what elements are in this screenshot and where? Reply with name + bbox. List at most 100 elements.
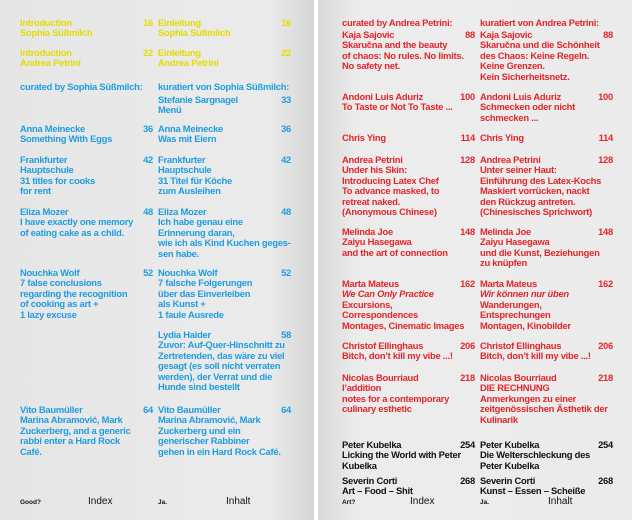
entry-line: Christof Ellinghaus (342, 340, 424, 351)
entry-line: culinary esthetic (342, 403, 412, 415)
entry-line: Skaručna und die Schönheit (480, 39, 600, 51)
entry-line: sen habe. (158, 247, 199, 259)
page-number: 268 (460, 475, 475, 486)
entry-line: Zuckerberg und ein (158, 424, 241, 436)
footer-label: Inhalt (226, 496, 251, 507)
page-number: 64 (281, 404, 291, 415)
entry-line: Anna Meinecke (20, 123, 86, 134)
entry-line: Wir können nur üben (480, 288, 569, 300)
entry-line: zeitgenössischen Ästhetik der (480, 403, 608, 415)
entry-line: Andoni Luis Aduriz (480, 91, 562, 102)
entry-line: rabbi enter a Hard Rock (20, 435, 121, 447)
entry-line: Zertretenden, das wäre zu viel (158, 349, 285, 361)
toc-entry: Chris Ying 114 (480, 132, 613, 143)
page-number: 218 (460, 372, 475, 383)
entry-line: 7 false conclusions (20, 277, 102, 289)
entry-line: Kubelka (342, 459, 377, 471)
entry-line: regarding the recognition (20, 287, 128, 299)
entry-line: Anmerkungen zu einer (480, 392, 577, 404)
footer-label: Inhalt (548, 496, 573, 507)
toc-entry: Andrea Petrini Unter seiner Haut: Einführu… (480, 154, 613, 217)
entry-line: l’addition (342, 382, 382, 394)
page-number: 268 (598, 475, 613, 486)
entry-line: werden), der Verrat und die (158, 370, 273, 382)
entry-line: Marina Abramović, Mark (20, 414, 123, 426)
page-number: 128 (598, 154, 613, 165)
toc-entry: Marta Mateus Wir können nur üben Wanderung… (480, 278, 613, 331)
toc-entry: Eliza Mozer I have exactly one memory of e… (20, 206, 153, 238)
page-number: 48 (143, 206, 153, 217)
entry-line: und die Kunst, Beziehungen (480, 246, 600, 258)
entry-line: Einleitung (158, 47, 201, 58)
toc-entry: Introduction Sophia Süßmilch 16 (20, 17, 153, 39)
toc-entry: Christof Ellinghaus Bitch, don’t kill my … (342, 340, 475, 362)
footer-note: Ja. (158, 499, 168, 506)
entry-line: Frankfurter (20, 154, 68, 165)
toc-entry: Chris Ying 114 (342, 132, 476, 143)
entry-line: Marta Mateus (342, 278, 399, 289)
page-number: 254 (598, 439, 613, 450)
entry-line: Kulinarik (480, 413, 518, 425)
toc-entry: Anna Meinecke Was mit Eiern 36 (158, 123, 291, 145)
entry-line: of chaos: No rules. No limits. (342, 49, 464, 61)
entry-line: 31 Titel für Köche (158, 174, 232, 186)
toc-entry: Lydia Haider Zuvor: Auf-Quer-Hinschnitt z… (158, 329, 291, 393)
page-number: 218 (598, 372, 613, 383)
entry-line: 1 faule Ausrede (158, 308, 224, 320)
entry-line: Introducing Latex Chef (342, 174, 439, 186)
toc-entry: Melinda Joe Zaiyu Hasegawa und die Kunst, … (480, 226, 613, 269)
toc-entry: curated by Andrea Petrini: (342, 17, 475, 28)
page-number: 100 (598, 91, 613, 102)
entry-line: Entsprechungen (480, 309, 551, 321)
entry-line: Excursions, (342, 298, 393, 310)
entry-line: schmecken ... (480, 111, 539, 123)
entry-line: Chris Ying (342, 132, 386, 143)
entry-line: curated by Andrea Petrini: (342, 17, 453, 28)
entry-line: No safety net. (342, 60, 400, 72)
entry-line: generischer Rabbiner (158, 435, 250, 447)
toc-entry: Severin Corti Art – Food – Shit 268 (342, 475, 475, 497)
page-number: 88 (465, 29, 475, 40)
entry-line: Wanderungen, (480, 298, 542, 310)
toc-entry: Frankfurter Hauptschule 31 Titel für Köche… (158, 154, 291, 197)
entry-line: Hunde sind bestellt (158, 381, 240, 393)
page-number: 114 (460, 132, 476, 143)
entry-line: Unter seiner Haut: (480, 164, 557, 176)
entry-line: and the art of connection (342, 246, 448, 258)
toc-entry: Christof Ellinghaus Bitch, don’t kill my … (480, 340, 613, 362)
toc-entry: Vito Baumüller Marina Abramović, Mark Zuck… (158, 404, 291, 457)
entry-line: Kaja Sajovic (342, 29, 395, 40)
entry-line: Bitch, don’t kill my vibe ...! (480, 350, 591, 362)
entry-line: Something With Eggs (20, 133, 113, 145)
entry-line: Frankfurter (158, 154, 206, 165)
toc-entry: Stefanie Sargnagel Menü 33 (158, 94, 291, 116)
entry-line: Skaručna and the beauty (342, 39, 448, 51)
entry-line: Peter Kubelka (480, 459, 540, 471)
page-number: 254 (460, 439, 475, 450)
toc-entry: Andoni Luis Aduriz To Taste or Not To Tas… (342, 91, 475, 113)
entry-line: Art – Food – Shit (342, 485, 413, 497)
entry-line: Menü (158, 104, 182, 116)
entry-line: Peter Kubelka (480, 439, 540, 450)
entry-line: Die Welterschleckung des (480, 449, 591, 461)
entry-line: gehen in ein Hard Rock Café. (158, 445, 281, 457)
entry-line: Stefanie Sargnagel (158, 94, 238, 105)
footer-note: Good? (20, 499, 41, 506)
entry-line: Anna Meinecke (158, 123, 224, 134)
toc-entry: Nouchka Wolf 7 false conclusions regarding… (20, 267, 153, 320)
entry-line: Andrea Petrini (480, 154, 541, 165)
toc-entry: Andoni Luis Aduriz Schmecken oder nicht sc… (480, 91, 613, 123)
entry-line: Correspondences (342, 309, 418, 321)
entry-line: Maskiert vorrücken, nackt (480, 185, 590, 197)
entry-line: Zaiyu Hasegawa (480, 236, 550, 248)
entry-line: DIE RECHNUNG (480, 382, 550, 394)
entry-line: Kein Sicherheitsnetz. (480, 70, 570, 82)
entry-line: Zaiyu Hasegawa (342, 236, 412, 248)
entry-line: den Rückzug antreten. (480, 195, 576, 207)
page-number: 48 (281, 206, 291, 217)
toc-entry: Anna Meinecke Something With Eggs 36 (20, 123, 153, 145)
entry-line: Hauptschule (158, 164, 212, 176)
entry-line: Chris Ying (480, 132, 524, 143)
entry-line: gesagt (es soll nicht verraten (158, 360, 281, 372)
toc-entry: curated by Sophia Süßmilch: (20, 81, 153, 92)
